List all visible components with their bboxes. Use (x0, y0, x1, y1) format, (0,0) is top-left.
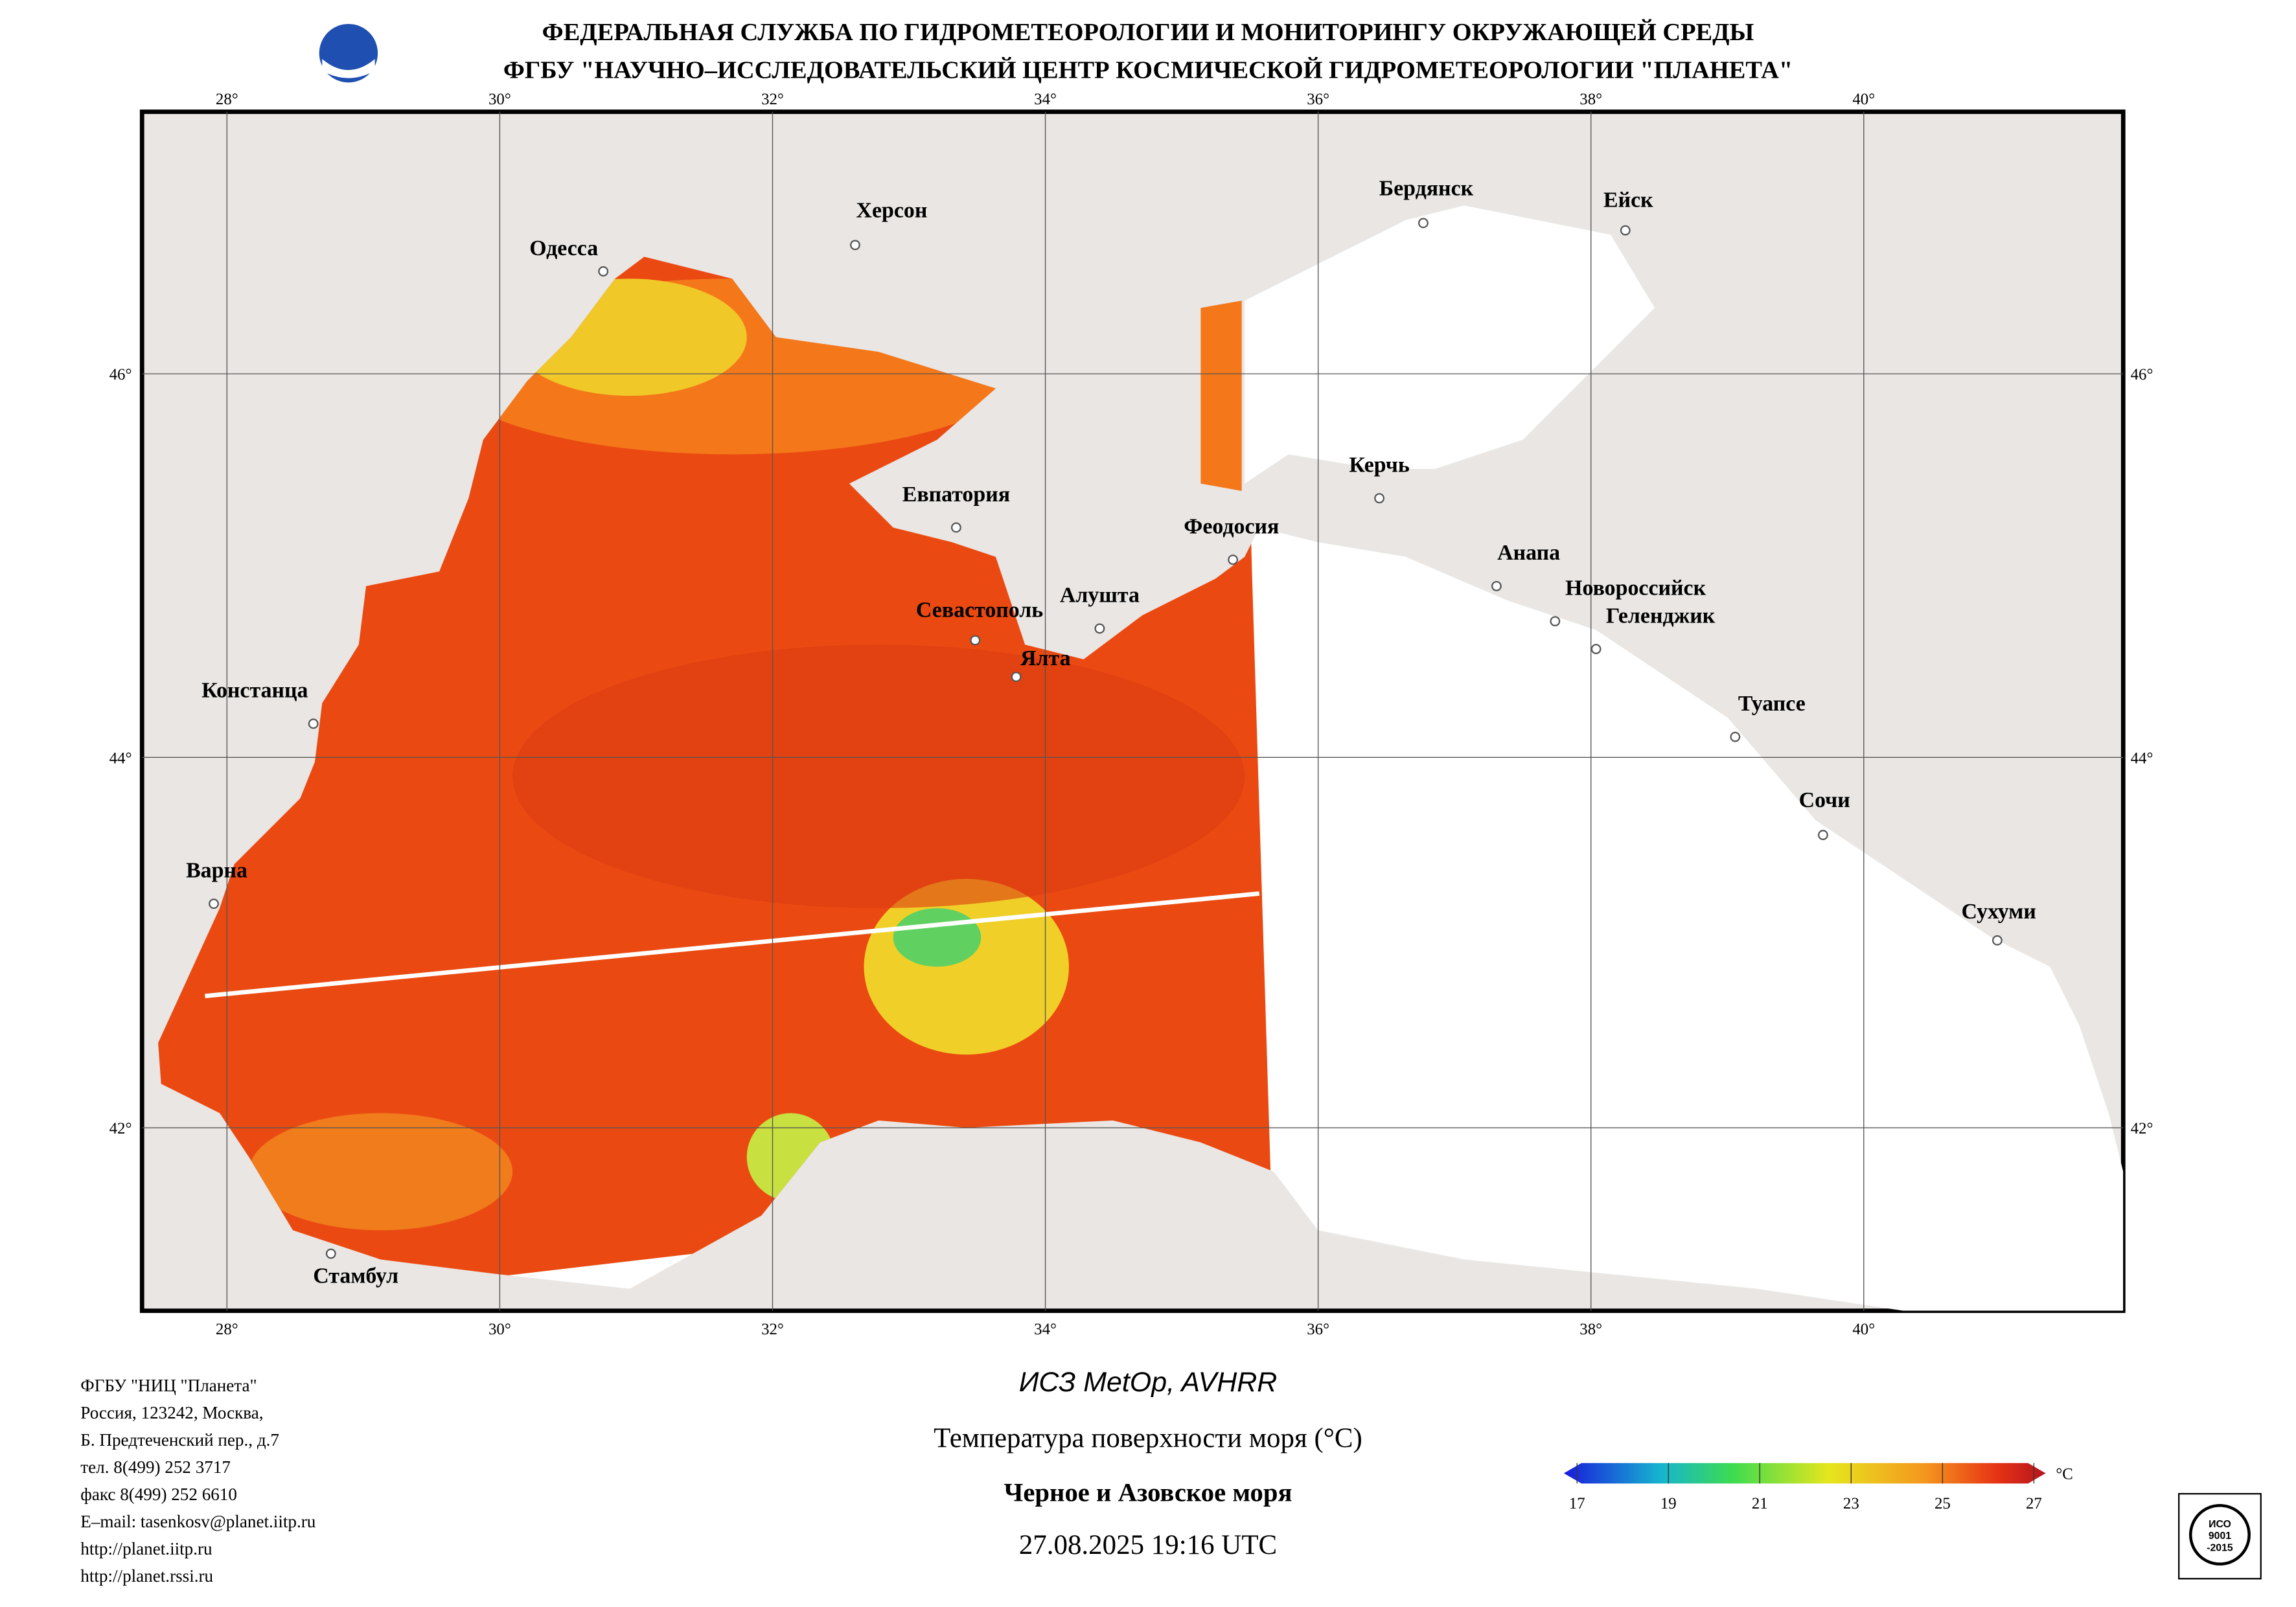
longitude-label-bottom: 34° (1034, 1321, 1057, 1338)
city-label: Евпатория (902, 483, 1010, 507)
longitude-label-top: 32° (761, 91, 784, 108)
org-line: E–mail: tasenkosv@planet.iitp.ru (80, 1512, 316, 1531)
city-label: Варна (186, 859, 247, 883)
latitude-label-right: 44° (2131, 749, 2153, 767)
city-marker (1730, 731, 1741, 742)
city-marker (850, 240, 860, 251)
longitude-label-top: 30° (488, 91, 511, 108)
city-marker (1228, 554, 1239, 565)
city-label: Ейск (1603, 188, 1653, 212)
header-subtitle: ФГБУ "НАУЧНО–ИССЛЕДОВАТЕЛЬСКИЙ ЦЕНТР КОС… (503, 57, 1793, 84)
longitude-label-top: 36° (1307, 91, 1329, 108)
city-label: Констанца (201, 679, 308, 703)
iso-text: ИСО (2209, 1519, 2231, 1530)
region: Черное и Азовское моря (1004, 1477, 1292, 1507)
city-label: Феодосия (1184, 514, 1279, 538)
azov-sst (1200, 301, 1242, 491)
city-label: Бердянск (1379, 176, 1474, 200)
city-marker (1094, 623, 1105, 634)
datetime: 27.08.2025 19:16 UTC (1019, 1530, 1277, 1560)
cities: Одесса Херсон Бердянск Ейск Евпатория Керчь Фе… (186, 176, 2036, 1288)
org-line: http://planet.iitp.ru (80, 1539, 212, 1558)
latitude-label-right: 46° (2131, 366, 2153, 383)
colorbar-tick-label: 27 (2026, 1495, 2042, 1512)
colorbar-tick-label: 19 (1660, 1495, 1677, 1512)
org-line: Россия, 123242, Москва, (80, 1403, 263, 1422)
org-line: тел. 8(499) 252 3717 (80, 1457, 231, 1477)
latitude-label-right: 42° (2131, 1120, 2153, 1137)
graticule: 28° 28° 30° 30° 32° 32° 34° 34° 36° 36° 38° 38° 40° 4… (109, 91, 2153, 1338)
city-label: Ялта (1020, 646, 1071, 670)
parameter: Температура поверхности моря (°C) (934, 1423, 1362, 1453)
city-marker (209, 898, 219, 909)
city-marker (1620, 225, 1631, 236)
city-label: Одесса (529, 236, 598, 260)
org-line: факс 8(499) 252 6610 (80, 1485, 237, 1504)
city-marker (951, 522, 961, 533)
colorbar-tick-label: 25 (1934, 1495, 1951, 1512)
city-label: Севастополь (916, 598, 1043, 622)
city-label: Алушта (1060, 584, 1140, 608)
iso-ring (2189, 1504, 2251, 1566)
city-label: Новороссийск (1565, 576, 1706, 600)
colorbar-unit: °C (2056, 1466, 2073, 1483)
city-label: Сухуми (1962, 900, 2036, 924)
city-marker (1818, 830, 1828, 841)
city-label: Херсон (856, 198, 928, 222)
city-label: Сочи (1799, 788, 1850, 812)
longitude-label-top: 40° (1852, 91, 1875, 108)
city-marker (970, 635, 981, 646)
longitude-label-bottom: 28° (216, 1321, 238, 1338)
iso-text: 9001 (2209, 1531, 2231, 1542)
colorbar (1563, 1463, 2046, 1484)
city-marker (1418, 218, 1429, 229)
azov-sea (1245, 205, 1655, 484)
longitude-label-bottom: 32° (761, 1321, 784, 1338)
city-marker (1590, 644, 1601, 654)
longitude-label-top: 28° (216, 91, 238, 108)
longitude-label-bottom: 40° (1852, 1321, 1875, 1338)
city-marker (1491, 580, 1502, 591)
longitude-label-top: 38° (1579, 91, 1602, 108)
header-title: ФЕДЕРАЛЬНАЯ СЛУЖБА ПО ГИДРОМЕТЕОРОЛОГИИ … (542, 19, 1754, 46)
latitude-label-left: 42° (109, 1120, 132, 1137)
iso-text: -2015 (2207, 1542, 2233, 1553)
city-marker (598, 266, 609, 277)
satellite: ИСЗ MetOp, AVHRR (1019, 1367, 1278, 1398)
city-marker (1011, 672, 1022, 682)
longitude-label-bottom: 38° (1579, 1321, 1602, 1338)
longitude-label-bottom: 36° (1307, 1321, 1329, 1338)
footer: ИСЗ MetOp, AVHRR Температура поверхности… (80, 1367, 2262, 1586)
city-marker (308, 718, 319, 729)
city-marker (1550, 616, 1561, 627)
latitude-label-left: 46° (109, 366, 132, 383)
longitude-label-top: 34° (1034, 91, 1057, 108)
city-marker (1992, 935, 2003, 946)
logo-wave (322, 59, 375, 78)
longitude-label-bottom: 30° (488, 1321, 511, 1338)
city-label: Туапсе (1738, 692, 1806, 716)
city-marker (1374, 493, 1385, 504)
city-label: Стамбул (313, 1264, 398, 1288)
colorbar-tick-label: 23 (1843, 1495, 1859, 1512)
colorbar-tick-label: 17 (1569, 1495, 1585, 1512)
org-line: ФГБУ "НИЦ "Планета" (80, 1376, 257, 1395)
colorbar-tick-label: 21 (1752, 1495, 1768, 1512)
city-label: Керчь (1349, 453, 1409, 477)
latitude-label-left: 44° (109, 749, 132, 767)
city-label: Геленджик (1606, 604, 1716, 628)
city-label: Анапа (1497, 541, 1560, 565)
org-line: http://planet.rssi.ru (80, 1566, 213, 1586)
city-marker (325, 1248, 336, 1259)
org-line: Б. Предтеченский пер., д.7 (80, 1430, 279, 1450)
